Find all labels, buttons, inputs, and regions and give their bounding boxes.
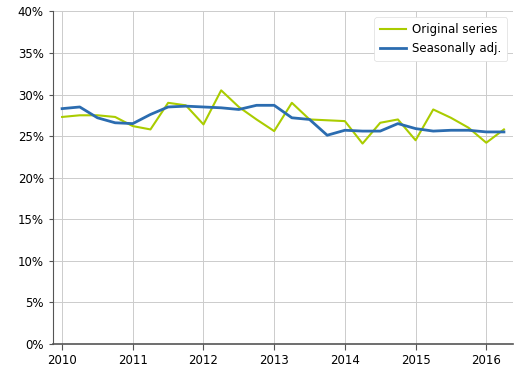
Original series — [183, 103, 189, 108]
Original series — [59, 115, 65, 119]
Original series — [413, 138, 419, 143]
Original series — [342, 119, 348, 123]
Seasonally adj. — [501, 130, 507, 134]
Seasonally adj. — [94, 116, 101, 120]
Seasonally adj. — [218, 105, 224, 110]
Original series — [377, 121, 384, 125]
Seasonally adj. — [395, 121, 401, 126]
Line: Seasonally adj.: Seasonally adj. — [62, 105, 504, 135]
Legend: Original series, Seasonally adj.: Original series, Seasonally adj. — [375, 17, 507, 61]
Original series — [448, 116, 454, 120]
Original series — [218, 88, 224, 93]
Seasonally adj. — [235, 107, 242, 112]
Seasonally adj. — [147, 112, 153, 117]
Seasonally adj. — [306, 117, 313, 122]
Original series — [501, 127, 507, 132]
Seasonally adj. — [200, 105, 207, 109]
Original series — [306, 117, 313, 122]
Seasonally adj. — [483, 130, 489, 134]
Seasonally adj. — [342, 128, 348, 133]
Seasonally adj. — [289, 116, 295, 120]
Seasonally adj. — [466, 128, 472, 133]
Seasonally adj. — [324, 133, 331, 138]
Original series — [130, 124, 136, 129]
Seasonally adj. — [430, 129, 436, 133]
Line: Original series: Original series — [62, 90, 504, 144]
Original series — [466, 125, 472, 130]
Original series — [77, 113, 83, 118]
Original series — [324, 118, 331, 122]
Original series — [147, 127, 153, 132]
Original series — [359, 141, 366, 146]
Original series — [94, 113, 101, 118]
Seasonally adj. — [130, 121, 136, 126]
Original series — [289, 101, 295, 105]
Seasonally adj. — [359, 129, 366, 133]
Original series — [395, 117, 401, 122]
Seasonally adj. — [448, 128, 454, 133]
Seasonally adj. — [112, 121, 118, 125]
Seasonally adj. — [77, 105, 83, 109]
Original series — [200, 122, 207, 127]
Original series — [165, 101, 171, 105]
Seasonally adj. — [59, 106, 65, 111]
Original series — [483, 141, 489, 145]
Original series — [253, 117, 260, 122]
Original series — [430, 107, 436, 112]
Original series — [235, 105, 242, 109]
Seasonally adj. — [183, 104, 189, 108]
Seasonally adj. — [413, 126, 419, 131]
Original series — [112, 115, 118, 119]
Seasonally adj. — [165, 105, 171, 109]
Seasonally adj. — [377, 129, 384, 133]
Seasonally adj. — [271, 103, 277, 108]
Original series — [271, 129, 277, 133]
Seasonally adj. — [253, 103, 260, 108]
